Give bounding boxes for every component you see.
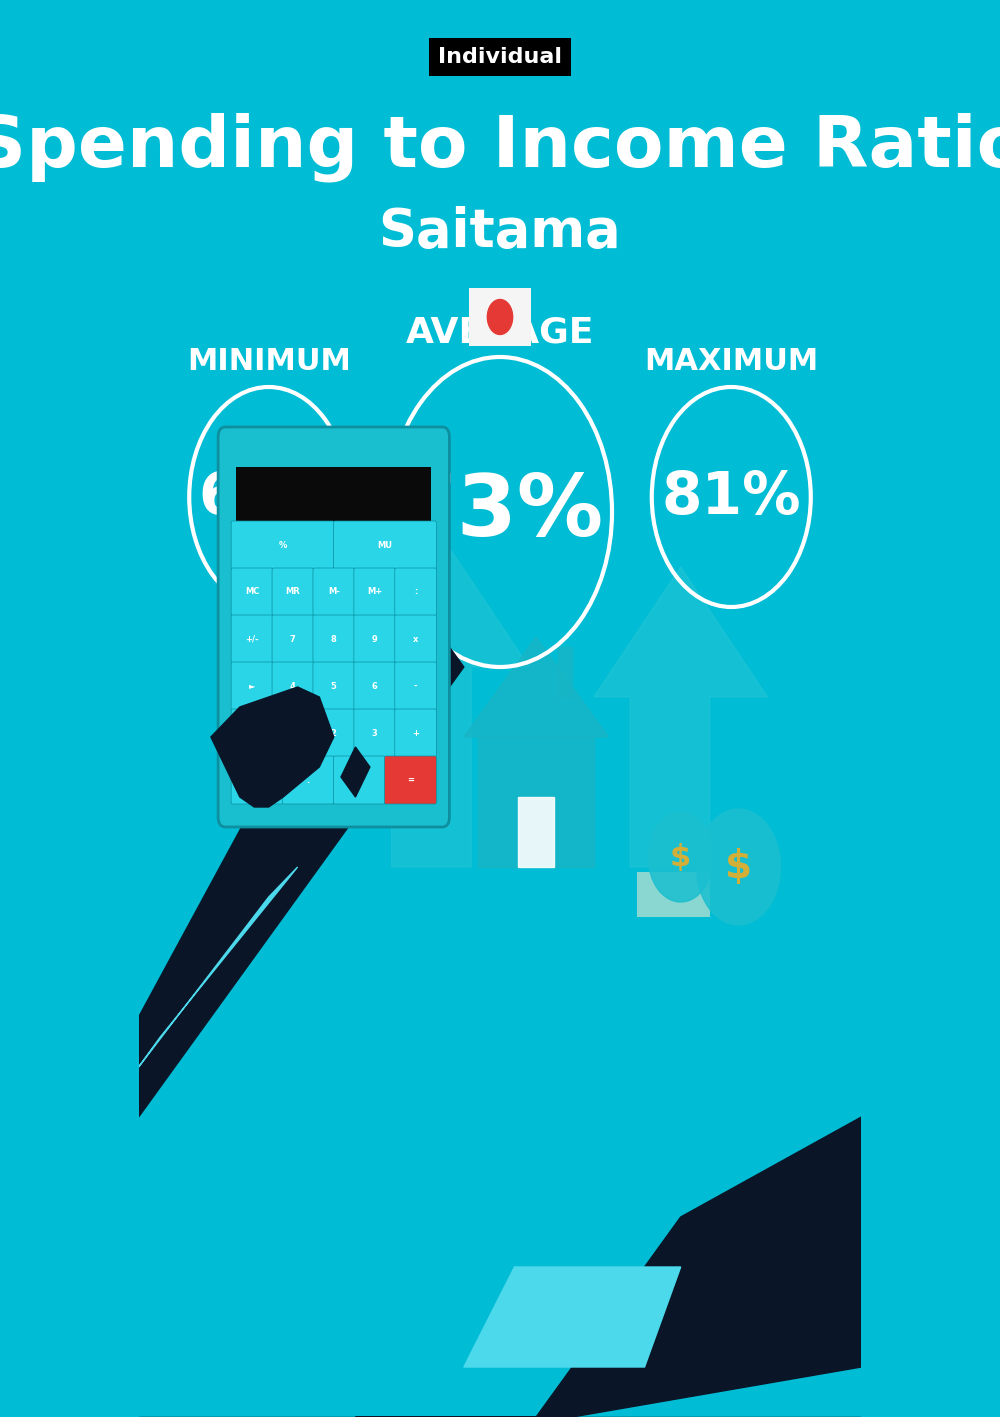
FancyBboxPatch shape — [272, 662, 314, 710]
FancyBboxPatch shape — [272, 708, 314, 757]
FancyBboxPatch shape — [236, 468, 431, 557]
Text: ►: ► — [249, 682, 255, 690]
Text: =: = — [407, 775, 414, 785]
Circle shape — [697, 809, 780, 925]
FancyBboxPatch shape — [231, 708, 273, 757]
Polygon shape — [594, 567, 767, 867]
FancyBboxPatch shape — [395, 615, 436, 663]
Polygon shape — [355, 1117, 861, 1417]
Text: -: - — [414, 682, 417, 690]
Text: Spending to Income Ratio: Spending to Income Ratio — [0, 112, 1000, 181]
FancyBboxPatch shape — [637, 871, 710, 917]
Text: :: : — [414, 588, 417, 597]
Text: $: $ — [725, 847, 752, 886]
FancyBboxPatch shape — [272, 568, 314, 616]
FancyBboxPatch shape — [395, 708, 436, 757]
Text: MR: MR — [285, 588, 300, 597]
FancyBboxPatch shape — [313, 568, 355, 616]
Text: AVERAGE: AVERAGE — [406, 315, 594, 349]
Text: %: % — [278, 540, 287, 550]
Text: 5: 5 — [331, 682, 337, 690]
FancyBboxPatch shape — [313, 615, 355, 663]
FancyBboxPatch shape — [333, 757, 385, 803]
Polygon shape — [558, 648, 572, 697]
Text: MU: MU — [377, 540, 392, 550]
Text: Saitama: Saitama — [379, 205, 621, 258]
Polygon shape — [464, 1267, 681, 1367]
Text: 65%: 65% — [199, 469, 339, 526]
Text: 4: 4 — [290, 682, 296, 690]
Polygon shape — [518, 796, 554, 867]
FancyBboxPatch shape — [272, 615, 314, 663]
FancyBboxPatch shape — [218, 427, 449, 828]
Text: 8: 8 — [331, 635, 337, 643]
Text: 6: 6 — [372, 682, 378, 690]
Polygon shape — [341, 747, 370, 796]
Polygon shape — [478, 737, 594, 867]
FancyBboxPatch shape — [231, 615, 273, 663]
FancyBboxPatch shape — [333, 521, 436, 570]
Text: $: $ — [670, 843, 691, 871]
Text: .: . — [307, 775, 310, 785]
Text: 00: 00 — [251, 775, 263, 785]
FancyBboxPatch shape — [231, 568, 273, 616]
Text: 1: 1 — [290, 728, 296, 737]
Polygon shape — [464, 638, 608, 737]
FancyBboxPatch shape — [313, 708, 355, 757]
Text: MINIMUM: MINIMUM — [187, 347, 351, 377]
FancyBboxPatch shape — [469, 288, 531, 346]
FancyBboxPatch shape — [231, 521, 334, 570]
FancyBboxPatch shape — [231, 757, 283, 803]
FancyBboxPatch shape — [282, 757, 334, 803]
Text: +: + — [412, 728, 419, 737]
Text: 0: 0 — [356, 775, 362, 785]
Text: MC: MC — [245, 588, 259, 597]
FancyBboxPatch shape — [354, 568, 395, 616]
Text: Individual: Individual — [438, 47, 562, 67]
Text: C/A: C/A — [244, 728, 260, 737]
FancyBboxPatch shape — [313, 662, 355, 710]
Text: 9: 9 — [372, 635, 378, 643]
Text: 73%: 73% — [397, 470, 603, 554]
Circle shape — [487, 299, 513, 334]
FancyBboxPatch shape — [395, 662, 436, 710]
Polygon shape — [139, 867, 298, 1067]
Text: MAXIMUM: MAXIMUM — [644, 347, 818, 377]
FancyBboxPatch shape — [354, 662, 395, 710]
FancyBboxPatch shape — [385, 757, 436, 803]
FancyBboxPatch shape — [395, 568, 436, 616]
Text: 3: 3 — [372, 728, 378, 737]
Circle shape — [648, 812, 713, 903]
FancyBboxPatch shape — [354, 708, 395, 757]
Text: M+: M+ — [367, 588, 382, 597]
Polygon shape — [139, 616, 464, 1117]
FancyBboxPatch shape — [231, 662, 273, 710]
Text: 2: 2 — [331, 728, 337, 737]
Text: x: x — [413, 635, 418, 643]
Text: 7: 7 — [290, 635, 296, 643]
Polygon shape — [211, 687, 334, 808]
Polygon shape — [355, 537, 529, 867]
Text: +/-: +/- — [245, 635, 259, 643]
FancyBboxPatch shape — [354, 615, 395, 663]
Text: 81%: 81% — [661, 469, 801, 526]
Text: M-: M- — [328, 588, 340, 597]
